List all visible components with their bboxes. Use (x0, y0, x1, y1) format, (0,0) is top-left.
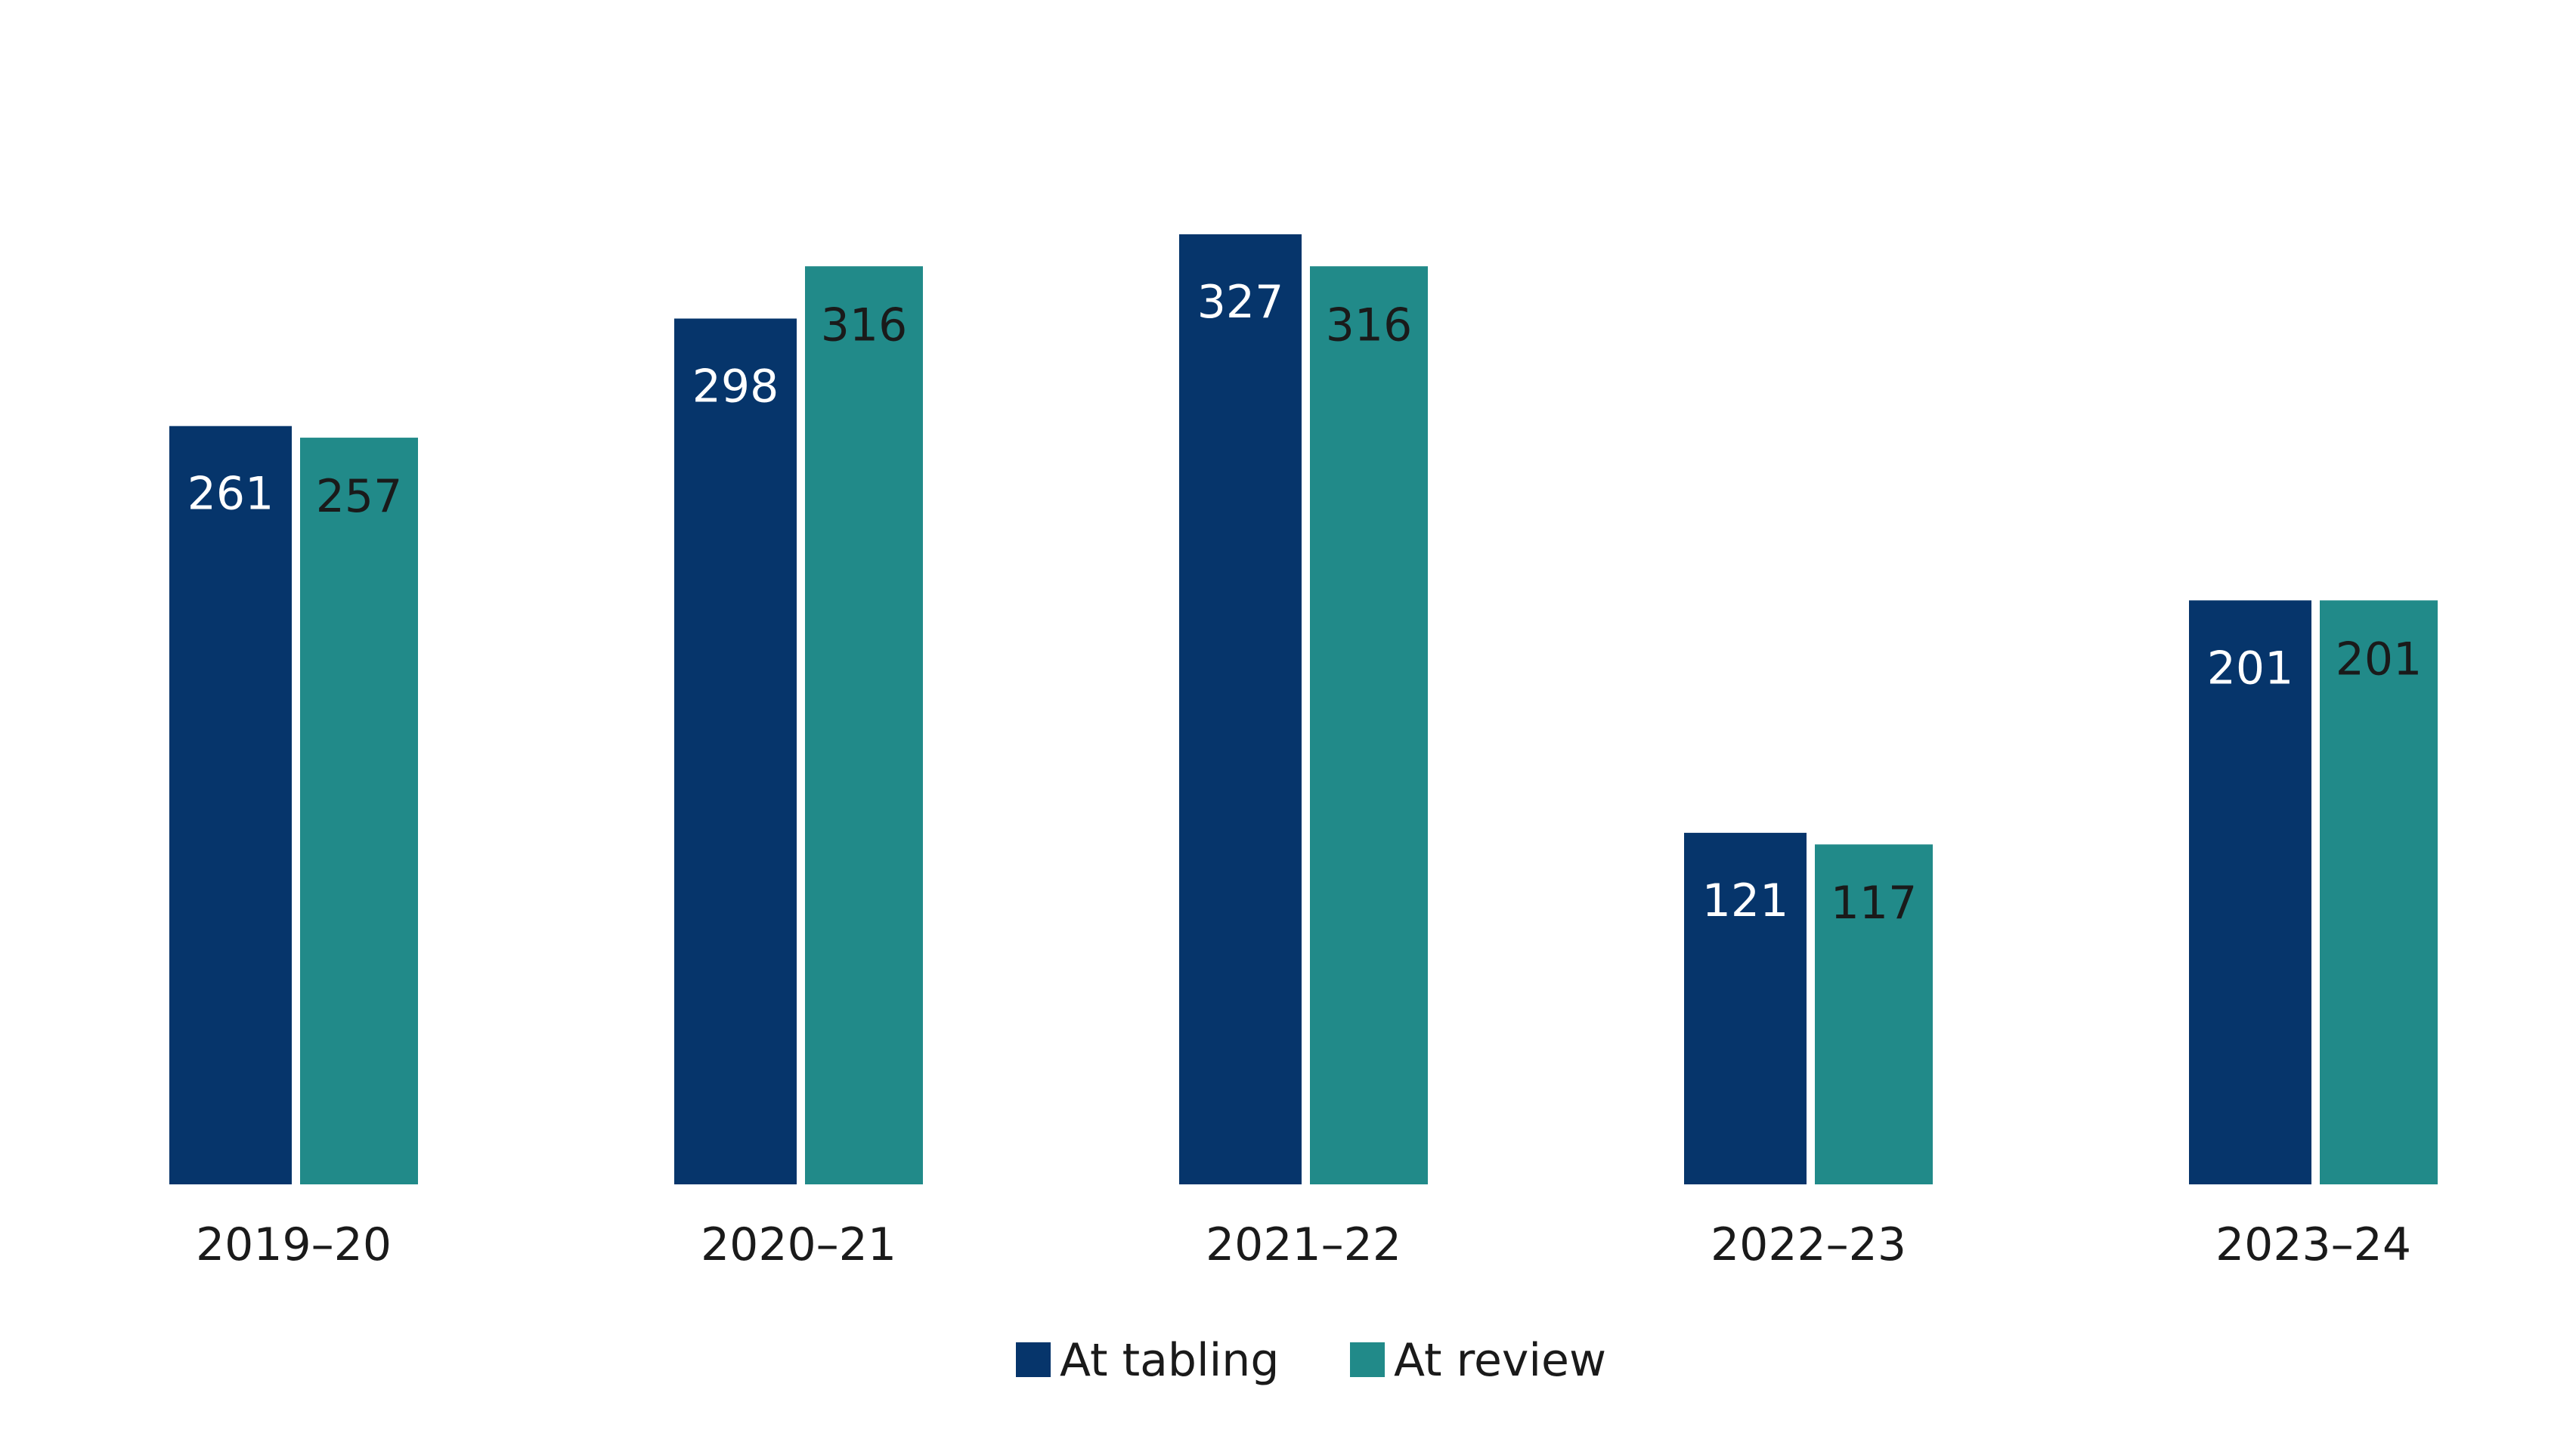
value-label-at-review-1: 316 (821, 299, 908, 351)
x-tick-label-4: 2023–24 (2215, 1218, 2411, 1271)
value-label-at-review-2: 316 (1326, 299, 1413, 351)
value-label-at-review-0: 257 (316, 470, 403, 523)
bar-at-tabling-2 (1179, 234, 1302, 1184)
x-tick-label-3: 2022–23 (1711, 1218, 1906, 1271)
x-tick-label-2: 2021–22 (1206, 1218, 1401, 1271)
legend-label-at-tabling: At tabling (1060, 1334, 1279, 1387)
legend-swatch-at-tabling (1016, 1342, 1051, 1377)
bar-at-review-0 (300, 438, 418, 1184)
legend-swatch-at-review (1350, 1342, 1385, 1377)
value-label-at-tabling-3: 121 (1702, 874, 1789, 927)
legend: At tabling At review (1016, 1334, 1606, 1387)
bar-at-tabling-0 (169, 426, 292, 1184)
value-labels-layer: 261 257 298 316 327 316 121 117 201 201 (187, 276, 2423, 930)
value-label-at-tabling-2: 327 (1197, 276, 1284, 329)
value-label-at-tabling-0: 261 (187, 468, 274, 521)
value-label-at-review-3: 117 (1831, 877, 1918, 930)
value-label-at-tabling-1: 298 (692, 360, 779, 413)
bar-at-tabling-1 (674, 318, 797, 1184)
value-label-at-tabling-4: 201 (2207, 642, 2294, 695)
bars-layer (169, 234, 2438, 1184)
x-axis-labels: 2019–20 2020–21 2021–22 2022–23 2023–24 (196, 1218, 2411, 1271)
bar-at-review-1 (805, 266, 923, 1184)
value-label-at-review-4: 201 (2336, 633, 2423, 686)
x-tick-label-0: 2019–20 (196, 1218, 392, 1271)
legend-label-at-review: At review (1394, 1334, 1606, 1387)
x-tick-label-1: 2020–21 (701, 1218, 896, 1271)
bar-at-review-4 (2320, 600, 2438, 1184)
bar-at-review-2 (1310, 266, 1428, 1184)
